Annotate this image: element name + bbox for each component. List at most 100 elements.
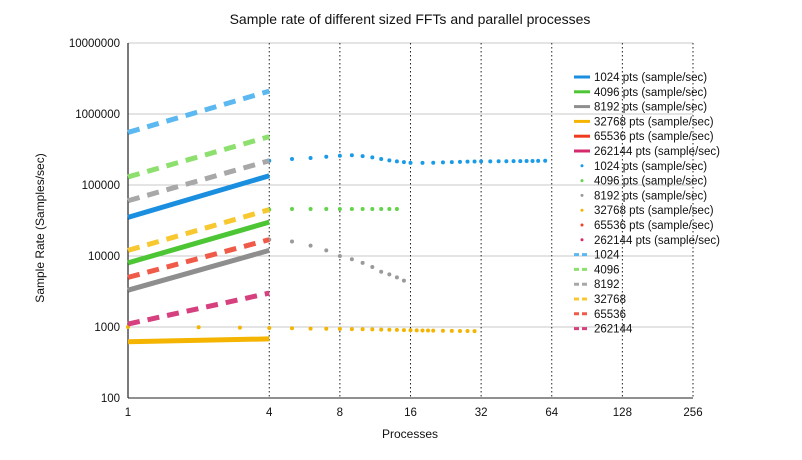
series-point bbox=[349, 327, 354, 332]
legend-label: 1024 pts (sample/sec) bbox=[594, 72, 707, 84]
legend-item: 4096 pts (sample/sec) bbox=[580, 176, 707, 188]
series-point bbox=[324, 206, 329, 211]
legend-label: 32768 pts (sample/sec) bbox=[594, 205, 714, 217]
series-point bbox=[504, 159, 509, 164]
legend-label: 65536 pts (sample/sec) bbox=[594, 220, 714, 232]
legend-label: 65536 pts (sample/sec) bbox=[594, 131, 714, 143]
legend-label: 4096 pts (sample/sec) bbox=[594, 87, 707, 99]
series-point bbox=[324, 326, 329, 331]
series-point bbox=[289, 206, 294, 211]
series-point bbox=[420, 160, 425, 165]
y-tick-label: 100 bbox=[101, 393, 120, 405]
series-point bbox=[518, 159, 523, 164]
legend-item: 1024 pts (sample/sec) bbox=[574, 72, 707, 84]
series-point bbox=[387, 272, 392, 277]
series-point bbox=[289, 326, 294, 331]
series-point bbox=[308, 206, 313, 211]
series-point bbox=[472, 329, 477, 334]
series-point bbox=[370, 327, 375, 332]
x-tick-labels: 1 4 8 16 32 64 128 256 bbox=[125, 407, 703, 419]
y-tick-label: 100000 bbox=[82, 180, 120, 192]
series-point bbox=[324, 154, 329, 159]
series-point bbox=[267, 325, 272, 330]
dashed-series-line bbox=[127, 207, 270, 253]
x-tick-label: 256 bbox=[683, 407, 702, 419]
series-point bbox=[449, 328, 454, 333]
legend-label: 32768 bbox=[594, 294, 626, 306]
series-point bbox=[394, 159, 399, 164]
legend-item: 32768 pts (sample/sec) bbox=[574, 116, 714, 128]
legend-marker bbox=[580, 223, 584, 227]
series-point bbox=[196, 325, 201, 330]
legend-label: 262144 bbox=[594, 324, 633, 336]
x-tick-label: 32 bbox=[475, 407, 488, 419]
chart-title: Sample rate of different sized FFTs and … bbox=[230, 11, 591, 27]
series-point bbox=[511, 159, 516, 164]
series-point bbox=[394, 206, 399, 211]
series-point bbox=[370, 264, 375, 269]
series-point bbox=[360, 327, 365, 332]
series-point bbox=[308, 156, 313, 161]
legend-item: 262144 pts (sample/sec) bbox=[574, 146, 720, 158]
legend-item: 4096 bbox=[574, 264, 620, 276]
series-point bbox=[440, 160, 445, 165]
x-tick-label: 128 bbox=[613, 407, 632, 419]
axes bbox=[127, 43, 693, 399]
series-point bbox=[457, 159, 462, 164]
series-point bbox=[449, 160, 454, 165]
legend: 1024 pts (sample/sec) 4096 pts (sample/se… bbox=[574, 72, 720, 336]
legend-marker bbox=[580, 238, 584, 242]
x-tick-label: 64 bbox=[545, 407, 558, 419]
y-axis-label: Sample Rate (Samples/sec) bbox=[33, 153, 47, 302]
dashed-series-line bbox=[127, 158, 270, 204]
legend-label: 1024 pts (sample/sec) bbox=[594, 161, 707, 173]
series-point bbox=[289, 239, 294, 244]
y-tick-label: 10000000 bbox=[69, 38, 120, 50]
legend-item: 1024 pts (sample/sec) bbox=[580, 161, 707, 173]
legend-label: 65536 bbox=[594, 309, 626, 321]
legend-label: 262144 pts (sample/sec) bbox=[594, 146, 720, 158]
series-point bbox=[408, 160, 413, 165]
legend-label: 4096 pts (sample/sec) bbox=[594, 176, 707, 188]
series-point bbox=[337, 254, 342, 258]
dashed-series-line bbox=[127, 88, 270, 135]
solid-series-line bbox=[127, 219, 270, 266]
legend-item: 262144 bbox=[574, 324, 633, 336]
legend-item: 8192 pts (sample/sec) bbox=[580, 190, 707, 202]
series-point bbox=[457, 328, 462, 333]
series-point bbox=[360, 154, 365, 159]
series-point bbox=[337, 326, 342, 331]
x-axis-label: Processes bbox=[382, 427, 438, 441]
dashed-series-line bbox=[127, 237, 270, 280]
series-point bbox=[360, 260, 365, 265]
legend-item: 65536 pts (sample/sec) bbox=[574, 131, 714, 143]
y-tick-labels: 100 1000 10000 100000 1000000 10000000 bbox=[69, 38, 120, 405]
y-tick-label: 1000 bbox=[94, 322, 120, 334]
x-tick-label: 16 bbox=[404, 407, 417, 419]
series-point bbox=[379, 327, 384, 332]
y-tick-label: 1000000 bbox=[75, 109, 120, 121]
legend-label: 8192 pts (sample/sec) bbox=[594, 102, 707, 114]
legend-marker bbox=[580, 208, 584, 212]
series-point bbox=[488, 159, 493, 164]
series-point bbox=[379, 157, 384, 162]
solid-series-line bbox=[127, 247, 270, 293]
legend-marker bbox=[580, 193, 584, 197]
series-point bbox=[530, 158, 535, 163]
legend-item: 65536 pts (sample/sec) bbox=[580, 220, 714, 232]
series-point bbox=[465, 159, 470, 164]
series-point bbox=[536, 158, 541, 163]
series-point bbox=[387, 206, 392, 211]
series-point bbox=[349, 257, 354, 262]
series-point bbox=[387, 158, 392, 163]
series-point bbox=[337, 206, 342, 211]
series-point bbox=[420, 328, 425, 333]
legend-label: 4096 bbox=[594, 264, 620, 276]
series-point bbox=[324, 248, 329, 253]
series-point bbox=[479, 159, 484, 164]
series-point bbox=[401, 160, 406, 165]
series-point bbox=[440, 328, 445, 333]
series-point bbox=[472, 159, 477, 164]
y-tick-label: 10000 bbox=[88, 251, 120, 263]
